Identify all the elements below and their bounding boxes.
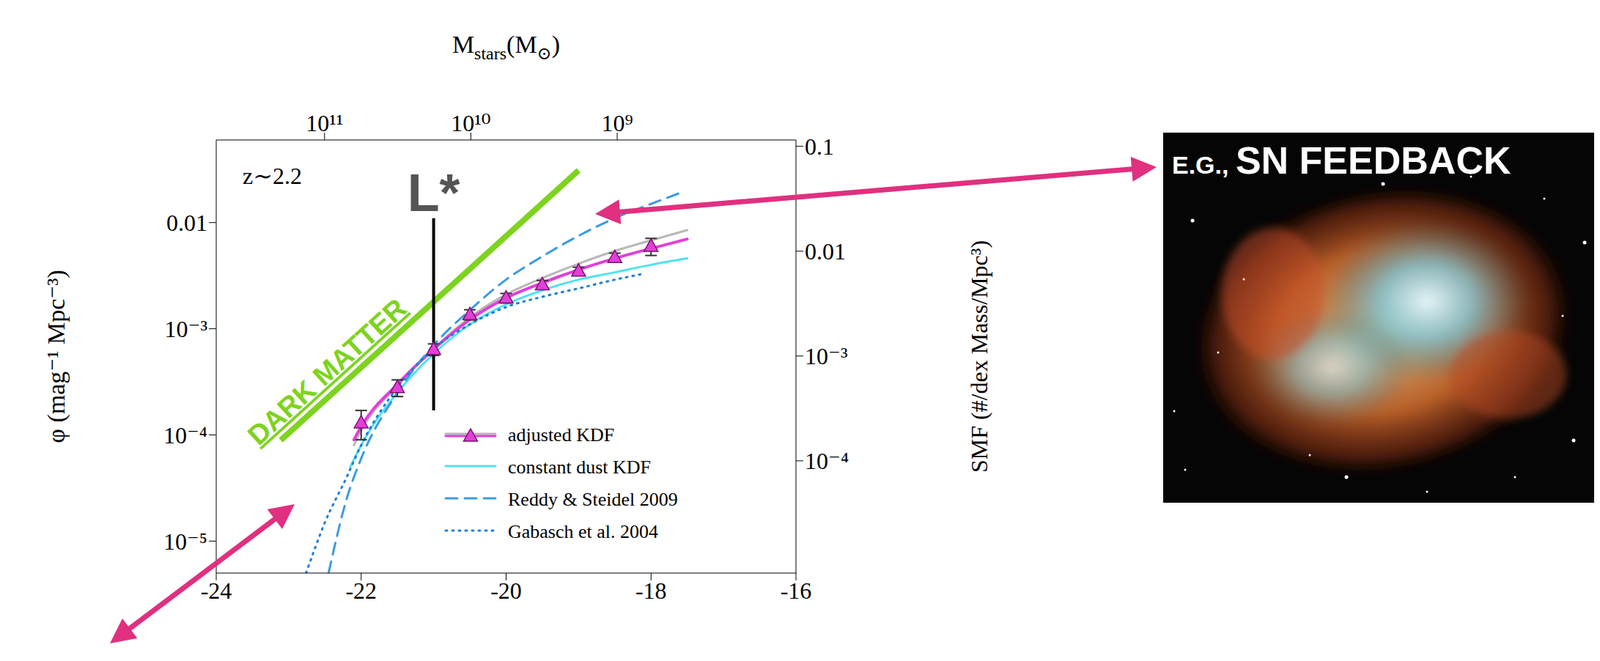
svg-text:10⁻³: 10⁻³ [164, 315, 208, 343]
html-text:constant dust KDF: constant dust KDF [507, 456, 651, 478]
svg-text:0.1: 0.1 [804, 133, 835, 160]
svg-text:DARK MATTER: DARK MATTER [241, 292, 413, 451]
html-text:Reddy & Steidel 2009: Reddy & Steidel 2009 [507, 488, 678, 511]
svg-text:L*: L* [407, 163, 461, 223]
svg-text:0.01: 0.01 [166, 209, 208, 237]
svg-text:SMF (#/dex Mass/Mpc³): SMF (#/dex Mass/Mpc³) [966, 240, 993, 473]
svg-text:10¹⁰: 10¹⁰ [450, 109, 491, 137]
svg-text:E.G., SN FEEDBACK: E.G., SN FEEDBACK [1171, 139, 1512, 182]
svg-text:φ (mag⁻¹ Mpc⁻³): φ (mag⁻¹ Mpc⁻³) [42, 269, 71, 443]
svg-text:10⁻⁵: 10⁻⁵ [163, 528, 208, 555]
html-text:adjusted KDF: adjusted KDF [507, 424, 615, 446]
svg-text:Mstars(M⊙): Mstars(M⊙) [452, 30, 560, 64]
svg-text:-18: -18 [635, 577, 667, 604]
svg-text:z∼2.2: z∼2.2 [242, 162, 302, 190]
svg-text:10¹¹: 10¹¹ [305, 109, 344, 137]
html-text:Gabasch et al. 2004: Gabasch et al. 2004 [507, 521, 659, 543]
svg-text:10⁻⁴: 10⁻⁴ [163, 422, 208, 449]
svg-text:10⁻⁴: 10⁻⁴ [804, 447, 849, 475]
svg-text:-22: -22 [345, 577, 377, 604]
svg-text:0.01: 0.01 [804, 238, 846, 265]
svg-text:10⁹: 10⁹ [601, 109, 633, 137]
svg-text:10⁻³: 10⁻³ [804, 343, 848, 370]
svg-text:-24: -24 [200, 577, 233, 604]
svg-text:-16: -16 [780, 577, 813, 604]
svg-text:-20: -20 [490, 577, 522, 604]
